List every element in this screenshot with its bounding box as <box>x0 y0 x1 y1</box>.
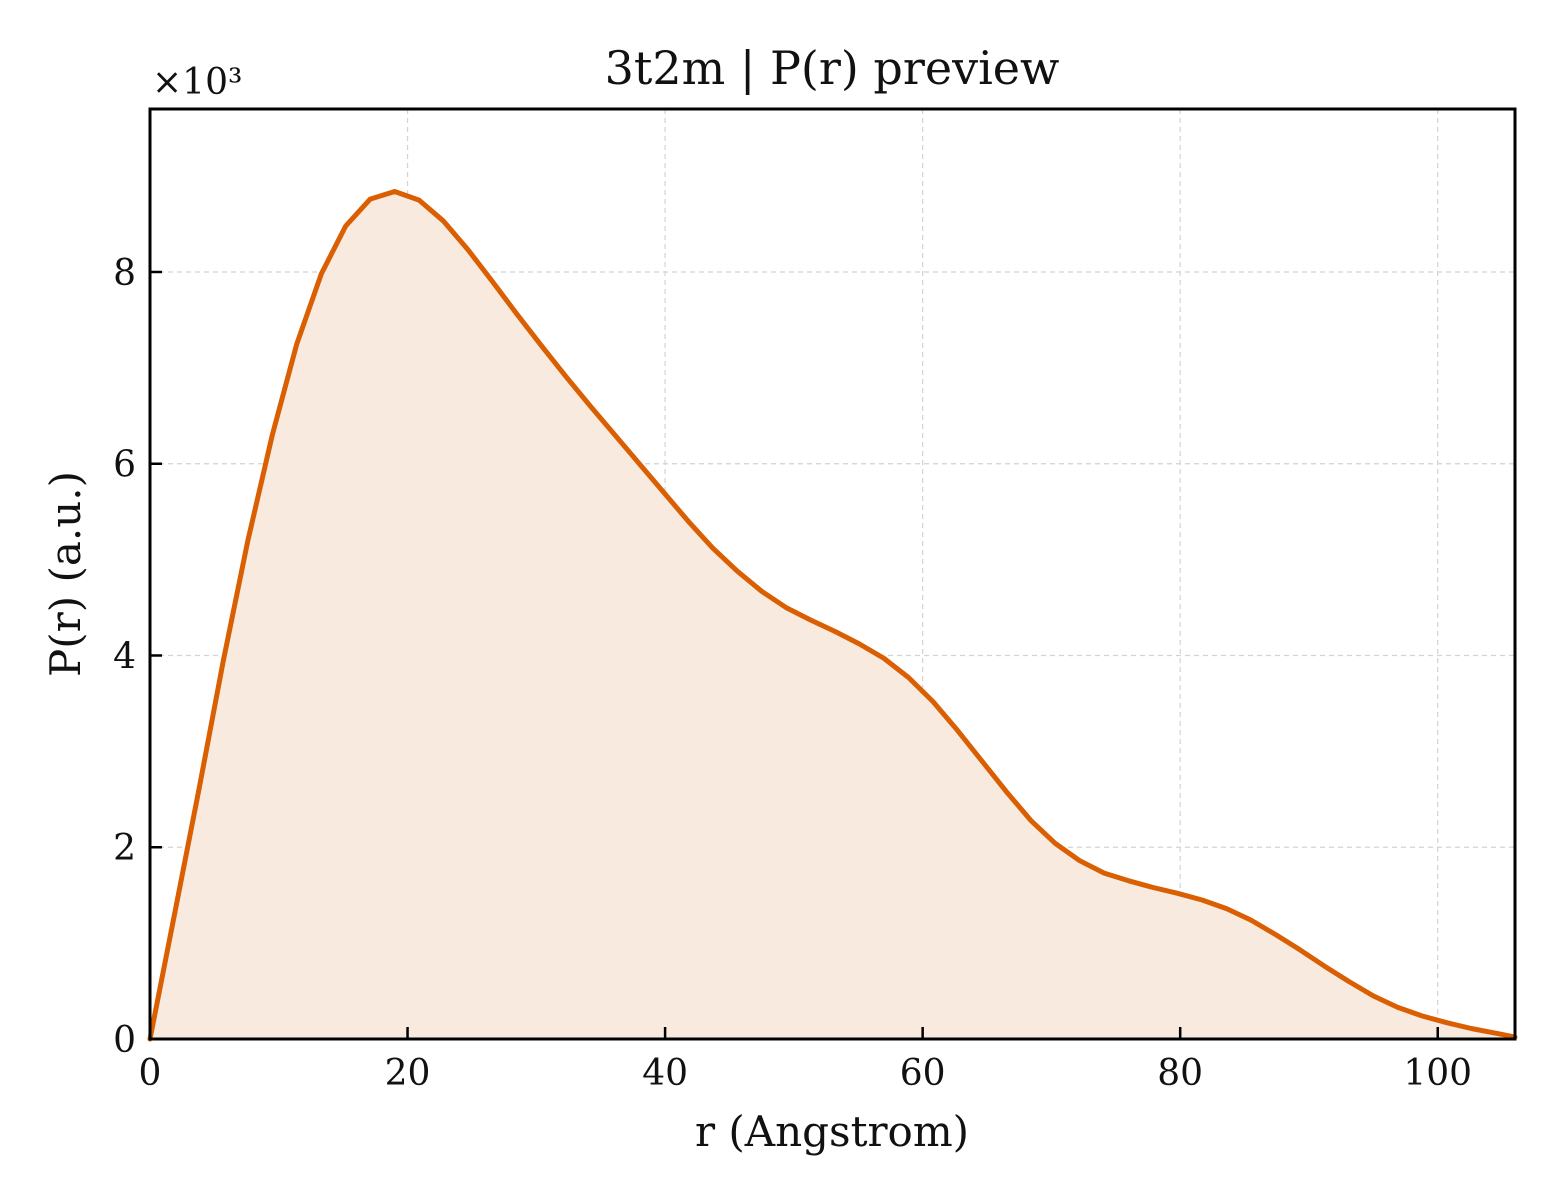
chart-title: 3t2m | P(r) preview <box>605 41 1060 95</box>
x-tick-label: 0 <box>139 1053 162 1094</box>
x-tick-label: 20 <box>385 1053 431 1094</box>
x-axis-label: r (Angstrom) <box>695 1107 969 1156</box>
x-tick-label: 60 <box>900 1053 946 1094</box>
y-axis-multiplier: ×10³ <box>152 62 242 103</box>
y-tick-label: 6 <box>113 445 136 486</box>
y-tick-label: 8 <box>113 253 136 294</box>
x-tick-label: 40 <box>642 1053 688 1094</box>
y-tick-label: 4 <box>113 636 136 677</box>
y-tick-label: 2 <box>113 828 136 869</box>
y-tick-label: 0 <box>113 1020 136 1061</box>
pr-area-fill <box>150 191 1515 1039</box>
axis-ticks: 0 20 40 60 80 100 0 2 4 6 8 <box>113 253 1472 1094</box>
x-tick-label: 100 <box>1403 1053 1472 1094</box>
pr-series-line <box>147 189 1518 1042</box>
y-axis-label: P(r) (a.u.) <box>41 471 90 677</box>
plot-frame <box>148 107 1517 1041</box>
x-tick-label: 80 <box>1157 1053 1203 1094</box>
